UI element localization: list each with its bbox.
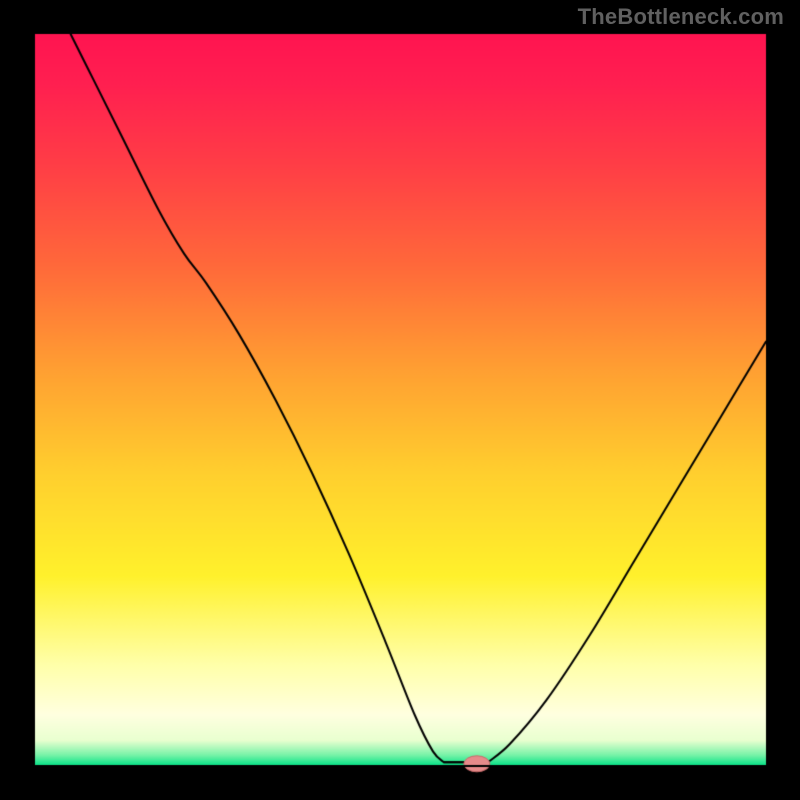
- bottleneck-chart-canvas: [0, 0, 800, 800]
- watermark-text: TheBottleneck.com: [578, 4, 784, 30]
